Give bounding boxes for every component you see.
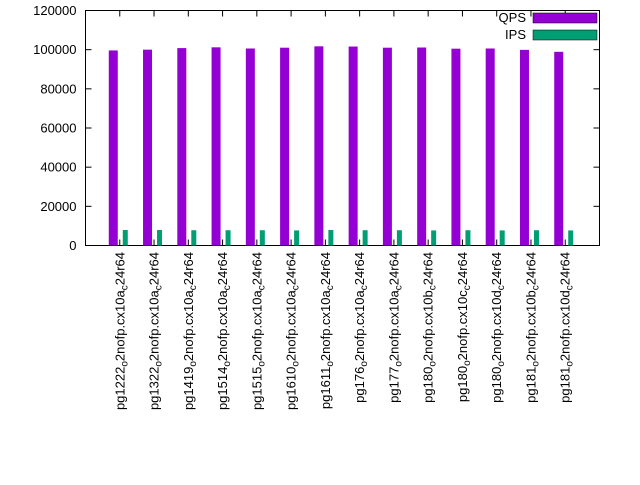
x-tick-label: pg1610o2nofp.cx10ac24r64 <box>284 252 302 410</box>
y-tick-label: 20000 <box>40 199 76 214</box>
y-tick-label: 0 <box>69 238 76 253</box>
x-tick-label: pg180o2nofp.cx10dc24r64 <box>489 252 507 403</box>
bar-ips <box>294 230 300 246</box>
x-tick-label: pg180o2nofp.cx10cc24r64 <box>455 252 473 402</box>
bar-ips <box>225 230 231 246</box>
bar-ips <box>465 230 471 246</box>
x-tick-label: pg181o2nofp.cx10dc24r64 <box>558 252 576 403</box>
x-tick-label: pg1419o2nofp.cx10ac24r64 <box>181 252 199 410</box>
bar-qps <box>417 47 427 246</box>
x-tick-label: pg177o2nofp.cx10ac24r64 <box>386 252 404 403</box>
legend-label-qps: QPS <box>499 10 527 25</box>
x-tick-label: pg1322o2nofp.cx10ac24r64 <box>147 252 165 410</box>
x-tick-label: pg181o2nofp.cx10bc24r64 <box>523 252 541 403</box>
bar-ips <box>431 230 437 246</box>
bar-qps <box>211 47 221 246</box>
bar-qps <box>519 49 529 246</box>
bar-qps <box>314 46 324 246</box>
bar-ips <box>157 230 163 246</box>
bar-ips <box>568 230 574 246</box>
x-tick-label: pg180o2nofp.cx10bc24r64 <box>421 252 439 403</box>
y-tick-label: 100000 <box>33 42 76 57</box>
bar-qps <box>451 48 461 246</box>
bar-qps <box>348 46 358 246</box>
bar-qps <box>382 47 392 246</box>
x-tick-label: pg1611o2nofp.cx10ac24r64 <box>318 252 336 409</box>
bar-ips <box>396 230 402 246</box>
bar-ips <box>533 230 539 246</box>
bar-qps <box>143 49 153 246</box>
legend-swatch-qps <box>532 12 598 24</box>
bar-qps <box>108 50 118 246</box>
bar-ips <box>499 230 505 246</box>
bar-ips <box>328 230 334 246</box>
bar-ips <box>362 230 368 246</box>
legend-label-ips: IPS <box>505 27 526 42</box>
bar-ips <box>259 230 265 246</box>
x-tick-label: pg1515o2nofp.cx10ac24r64 <box>249 252 267 410</box>
x-tick-label: pg1222o2nofp.cx10ac24r64 <box>112 252 130 410</box>
bar-ips <box>122 230 128 246</box>
y-tick-label: 120000 <box>33 3 76 18</box>
bar-qps <box>245 48 255 246</box>
bar-qps <box>554 51 564 246</box>
y-tick-label: 40000 <box>40 160 76 175</box>
legend-swatch-ips <box>532 29 598 41</box>
bar-ips <box>191 230 197 246</box>
bar-qps <box>485 48 495 246</box>
y-tick-label: 80000 <box>40 81 76 96</box>
x-tick-label: pg176o2nofp.cx10ac24r64 <box>352 252 370 403</box>
bar-qps <box>177 48 187 246</box>
x-tick-label: pg1514o2nofp.cx10ac24r64 <box>215 252 233 410</box>
bar-qps <box>280 47 290 246</box>
y-tick-label: 60000 <box>40 121 76 136</box>
